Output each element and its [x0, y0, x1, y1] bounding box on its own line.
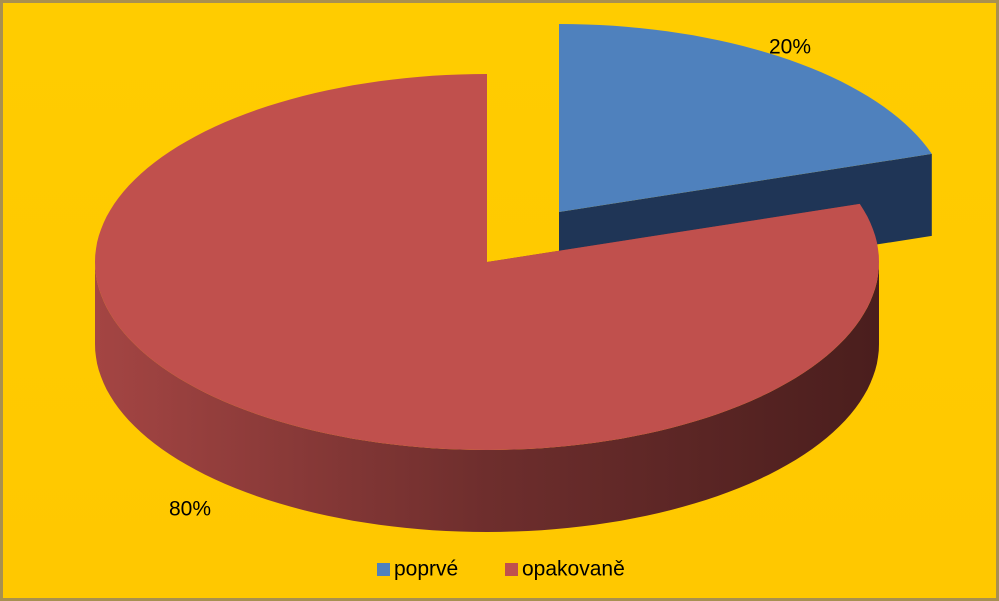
data-label: 20% — [769, 36, 811, 59]
slice — [95, 74, 879, 450]
slice — [559, 24, 932, 212]
legend-label: poprvé — [394, 558, 458, 581]
legend-swatch — [505, 563, 518, 576]
slice-side — [95, 262, 879, 532]
data-label: 80% — [169, 498, 211, 521]
legend-label: opakovaně — [522, 558, 625, 581]
legend-swatch — [377, 563, 390, 576]
